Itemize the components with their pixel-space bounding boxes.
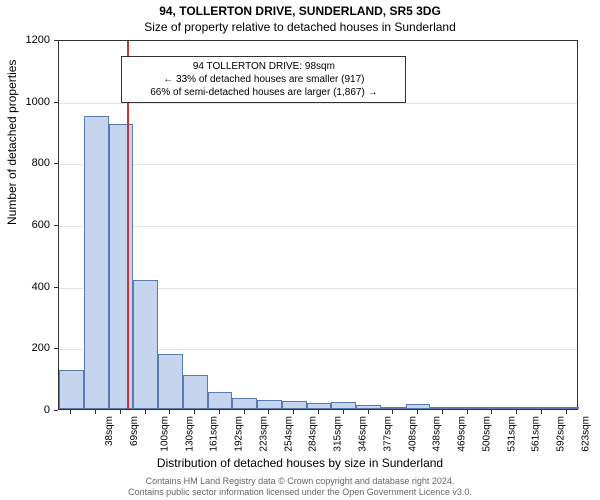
x-tick-label: 315sqm [333, 416, 344, 452]
x-tick-label: 531sqm [506, 416, 517, 452]
x-tick-label: 130sqm [184, 416, 195, 452]
y-axis-ticks: 020040060080010001200 [0, 40, 54, 410]
annotation-line3: 66% of semi-detached houses are larger (… [128, 86, 399, 99]
histogram-bar [232, 398, 257, 409]
x-tick-label: 254sqm [283, 416, 294, 452]
histogram-bar [208, 392, 233, 409]
x-tick-label: 469sqm [457, 416, 468, 452]
histogram-bar [505, 407, 530, 409]
histogram-bar [109, 124, 134, 409]
x-tick-label: 377sqm [382, 416, 393, 452]
y-tick-label: 1000 [26, 96, 50, 108]
histogram-bar [529, 407, 554, 409]
annotation-box: 94 TOLLERTON DRIVE: 98sqm ← 33% of detac… [121, 56, 406, 103]
annotation-line1: 94 TOLLERTON DRIVE: 98sqm [128, 60, 399, 73]
chart-title: 94, TOLLERTON DRIVE, SUNDERLAND, SR5 3DG [0, 4, 600, 18]
x-tick-label: 592sqm [556, 416, 567, 452]
x-tick-label: 192sqm [234, 416, 245, 452]
footer-line2: Contains public sector information licen… [0, 487, 600, 498]
y-tick-label: 600 [32, 219, 50, 231]
chart-subtitle: Size of property relative to detached ho… [0, 20, 600, 34]
y-tick-label: 200 [32, 342, 50, 354]
x-axis-label: Distribution of detached houses by size … [0, 456, 600, 470]
x-axis-ticks: 38sqm 69sqm 100sqm 130sqm 161sqm 192sqm 223sqm… [58, 410, 578, 460]
histogram-bar [356, 405, 381, 409]
x-tick-label: 161sqm [209, 416, 220, 452]
x-tick-label: 346sqm [358, 416, 369, 452]
histogram-bar [455, 407, 480, 409]
histogram-bar [282, 401, 307, 409]
x-tick-label: 623sqm [580, 416, 591, 452]
footer-attribution: Contains HM Land Registry data © Crown c… [0, 476, 600, 498]
x-tick-label: 223sqm [259, 416, 270, 452]
x-tick-label: 438sqm [432, 416, 443, 452]
histogram-bar [133, 280, 158, 410]
y-tick-label: 0 [44, 404, 50, 416]
histogram-bar [307, 403, 332, 409]
histogram-bar [430, 407, 455, 409]
histogram-bar [480, 407, 505, 409]
histogram-bar [381, 407, 406, 409]
x-tick-label: 408sqm [407, 416, 418, 452]
histogram-bar [183, 375, 208, 409]
y-tick-label: 400 [32, 281, 50, 293]
annotation-line2: ← 33% of detached houses are smaller (91… [128, 73, 399, 86]
histogram-bar [158, 354, 183, 410]
x-tick-label: 38sqm [104, 416, 115, 446]
histogram-bar [257, 400, 282, 409]
x-tick-label: 500sqm [481, 416, 492, 452]
x-tick-label: 284sqm [308, 416, 319, 452]
chart-plot-area: 94 TOLLERTON DRIVE: 98sqm ← 33% of detac… [58, 40, 578, 410]
histogram-bar [331, 402, 356, 409]
x-tick-label: 561sqm [531, 416, 542, 452]
footer-line1: Contains HM Land Registry data © Crown c… [0, 476, 600, 487]
histogram-bar [59, 370, 84, 409]
histogram-bar [554, 407, 579, 409]
y-tick-label: 800 [32, 157, 50, 169]
histogram-bar [84, 116, 109, 409]
x-tick-label: 69sqm [129, 416, 140, 446]
histogram-bar [406, 404, 431, 409]
x-tick-label: 100sqm [159, 416, 170, 452]
y-tick-label: 1200 [26, 34, 50, 46]
